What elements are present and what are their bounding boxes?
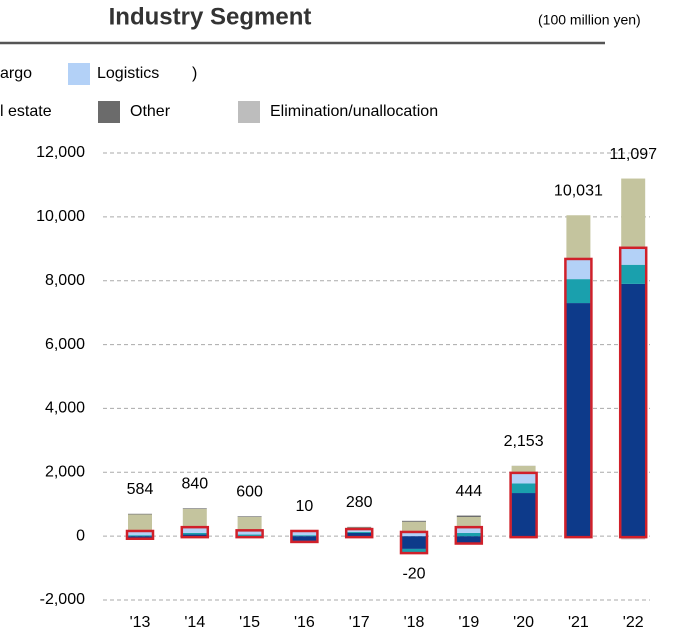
y-tick-label: -2,000	[40, 591, 85, 608]
legend-label: Elimination/unallocation	[270, 103, 438, 120]
x-tick-label: '13	[130, 614, 151, 631]
x-tick-label: '21	[568, 614, 589, 631]
x-tick-label: '18	[404, 614, 425, 631]
bar-segment	[511, 473, 536, 484]
highlight-box	[509, 471, 538, 539]
chart-title: Industry Segment	[109, 3, 312, 30]
bar-segment	[402, 548, 426, 553]
bar-segment	[128, 514, 152, 532]
highlight-box	[564, 257, 593, 539]
highlight-box	[618, 246, 648, 539]
total-label: 584	[127, 481, 154, 498]
highlight-box	[180, 525, 210, 539]
total-label: 600	[236, 484, 263, 501]
bar-segment	[292, 531, 317, 536]
highlight-box	[454, 525, 484, 545]
bar-segment	[347, 532, 372, 537]
bar-segment	[237, 531, 262, 535]
x-tick-label: '20	[513, 614, 534, 631]
legend-swatch	[68, 63, 90, 85]
y-tick-label: 4,000	[45, 400, 85, 417]
bar-segment	[347, 531, 372, 533]
y-tick-label: 12,000	[36, 144, 85, 161]
x-tick-label: '15	[239, 614, 260, 631]
x-tick-label: '19	[458, 614, 479, 631]
bar-segment	[237, 516, 262, 532]
unit-label: (100 million yen)	[538, 12, 641, 28]
total-label: 10,031	[554, 182, 603, 199]
total-label: -20	[402, 565, 425, 582]
legend-label: Other	[130, 103, 171, 120]
bar-segment	[182, 508, 207, 510]
bar-segment	[566, 259, 591, 280]
bar-segment	[456, 536, 481, 543]
bar-segment	[237, 534, 262, 537]
legend-label: l estate	[0, 103, 52, 120]
total-label: 11,097	[609, 146, 657, 163]
bar-segment	[566, 215, 591, 260]
legend-label: Logistics	[97, 65, 159, 82]
bar-segment	[292, 535, 317, 537]
legend-swatch	[238, 101, 260, 123]
total-label: 840	[181, 476, 208, 493]
legend-label: argo	[0, 65, 32, 82]
bar-segment	[402, 536, 426, 549]
bar-segment	[456, 528, 481, 533]
bar-segment	[182, 532, 207, 535]
bar-segment	[402, 520, 426, 522]
x-tick-label: '16	[294, 614, 315, 631]
bar-segment	[621, 248, 646, 265]
bar-segment	[128, 535, 152, 537]
y-tick-label: 2,000	[45, 464, 85, 481]
bar-segment	[511, 465, 536, 474]
highlight-box	[235, 529, 264, 539]
legend-note: )	[192, 65, 197, 82]
total-label: 280	[346, 494, 373, 511]
y-tick-label: 10,000	[36, 208, 85, 225]
bar-segment	[347, 530, 372, 532]
total-label: 10	[296, 498, 314, 515]
bar-segment	[128, 531, 152, 536]
bar-segment	[182, 528, 207, 533]
bar-segment	[347, 526, 372, 528]
bar-segment	[182, 509, 207, 529]
bar-segment	[128, 536, 152, 538]
bar-segment	[456, 516, 481, 529]
legend-swatch	[98, 101, 120, 123]
total-label: 444	[455, 483, 482, 500]
highlight-box	[399, 530, 429, 555]
y-tick-label: 0	[76, 527, 85, 544]
highlight-box	[290, 529, 319, 544]
x-tick-label: '14	[184, 614, 205, 631]
x-tick-label: '22	[623, 614, 644, 631]
bar-segment	[621, 178, 646, 249]
x-tick-label: '17	[349, 614, 370, 631]
bar-segment	[621, 283, 646, 537]
y-tick-label: 8,000	[45, 272, 85, 289]
bar-segment	[402, 521, 426, 533]
bar-segment	[402, 532, 426, 537]
bar-segment	[182, 534, 207, 537]
highlight-box	[125, 529, 155, 540]
bar-segment	[292, 536, 317, 541]
bar-segment	[237, 516, 262, 517]
bar-segment	[128, 513, 152, 515]
bar-segment	[566, 303, 591, 537]
bar-segment	[566, 279, 591, 304]
bar-segment	[511, 483, 536, 494]
bar-segment	[456, 532, 481, 537]
bar-segment	[621, 264, 646, 284]
y-tick-label: 6,000	[45, 336, 85, 353]
highlight-box	[344, 527, 374, 539]
bar-segment	[456, 515, 481, 517]
total-label: 2,153	[504, 433, 544, 450]
bar-segment	[511, 493, 536, 537]
